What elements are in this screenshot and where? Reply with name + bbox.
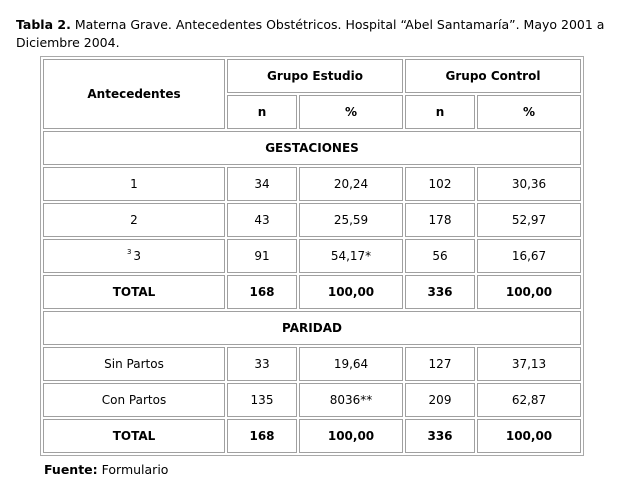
caption-label: Tabla 2. — [16, 17, 71, 32]
source-label: Fuente: — [44, 462, 98, 477]
header-control-n: n — [405, 95, 475, 129]
header-group-control: Grupo Control — [405, 59, 581, 93]
row-label: 3 — [133, 249, 142, 263]
row-label: 1 — [43, 167, 225, 201]
table-row: 1 34 20,24 102 30,36 — [43, 167, 581, 201]
header-study-pct: % — [299, 95, 403, 129]
total-row-paridad: TOTAL 168 100,00 336 100,00 — [43, 419, 581, 453]
section-row-paridad: PARIDAD — [43, 311, 581, 345]
header-row-columns: n % n % — [43, 95, 581, 129]
section-row-gestaciones: GESTACIONES — [43, 131, 581, 165]
header-control-pct: % — [477, 95, 581, 129]
control-n: 178 — [405, 203, 475, 237]
header-row-groups: Antecedentes Grupo Estudio Grupo Control — [43, 59, 581, 129]
header-study-n: n — [227, 95, 297, 129]
total-control-n: 336 — [405, 275, 475, 309]
row-label: Sin Partos — [43, 347, 225, 381]
control-n: 127 — [405, 347, 475, 381]
table-row: Sin Partos 33 19,64 127 37,13 — [43, 347, 581, 381]
row-label-prefix: 3 — [126, 248, 132, 256]
study-pct: 54,17* — [299, 239, 403, 273]
study-n: 91 — [227, 239, 297, 273]
total-study-pct: 100,00 — [299, 419, 403, 453]
obstetric-history-table: Antecedentes Grupo Estudio Grupo Control… — [40, 56, 584, 456]
source-text: Formulario — [101, 462, 169, 477]
total-label: TOTAL — [43, 419, 225, 453]
total-row-gestaciones: TOTAL 168 100,00 336 100,00 — [43, 275, 581, 309]
control-pct: 62,87 — [477, 383, 581, 417]
table-caption: Tabla 2. Materna Grave. Antecedentes Obs… — [16, 16, 616, 52]
control-n: 56 — [405, 239, 475, 273]
control-pct: 37,13 — [477, 347, 581, 381]
table-row: 2 43 25,59 178 52,97 — [43, 203, 581, 237]
control-pct: 30,36 — [477, 167, 581, 201]
total-control-pct: 100,00 — [477, 419, 581, 453]
row-label: Con Partos — [43, 383, 225, 417]
study-pct: 20,24 — [299, 167, 403, 201]
control-n: 102 — [405, 167, 475, 201]
study-n: 43 — [227, 203, 297, 237]
study-n: 34 — [227, 167, 297, 201]
total-label: TOTAL — [43, 275, 225, 309]
row-label: 2 — [43, 203, 225, 237]
header-group-study: Grupo Estudio — [227, 59, 403, 93]
section-title-gestaciones: GESTACIONES — [43, 131, 581, 165]
study-n: 135 — [227, 383, 297, 417]
control-pct: 16,67 — [477, 239, 581, 273]
total-control-pct: 100,00 — [477, 275, 581, 309]
source-note: Fuente: Formulario — [44, 462, 168, 477]
total-study-n: 168 — [227, 275, 297, 309]
study-pct: 25,59 — [299, 203, 403, 237]
study-pct: 8036** — [299, 383, 403, 417]
total-control-n: 336 — [405, 419, 475, 453]
caption-text: Materna Grave. Antecedentes Obstétricos.… — [16, 17, 605, 50]
table-row: Con Partos 135 8036** 209 62,87 — [43, 383, 581, 417]
control-n: 209 — [405, 383, 475, 417]
study-pct: 19,64 — [299, 347, 403, 381]
study-n: 33 — [227, 347, 297, 381]
section-title-paridad: PARIDAD — [43, 311, 581, 345]
control-pct: 52,97 — [477, 203, 581, 237]
total-study-n: 168 — [227, 419, 297, 453]
total-study-pct: 100,00 — [299, 275, 403, 309]
header-antecedentes: Antecedentes — [43, 59, 225, 129]
